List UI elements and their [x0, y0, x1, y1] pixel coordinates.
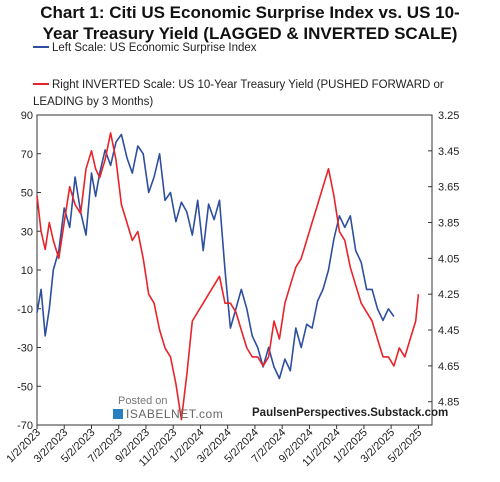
- left-tick-label: -70: [17, 420, 33, 432]
- legend-swatch-blue: [33, 45, 49, 48]
- right-tick-label: 4.05: [438, 253, 459, 265]
- right-tick-label: 4.45: [438, 325, 459, 337]
- left-tick-label: 90: [21, 110, 33, 122]
- left-tick-label: -30: [17, 343, 33, 355]
- watermark-site: ISABELNET.com: [126, 407, 223, 421]
- left-tick-label: 50: [21, 188, 33, 200]
- right-tick-label: 3.65: [438, 182, 459, 194]
- series-line-surprise-index: [36, 133, 395, 380]
- chart-title-line-1: Chart 1: Citi US Economic Surprise Index…: [40, 3, 460, 22]
- legend-item-treasury-yield: Right INVERTED Scale: US 10-Year Treasur…: [33, 77, 473, 111]
- left-tick-label: 10: [21, 265, 33, 277]
- left-tick-label: 70: [21, 149, 33, 161]
- right-tick-label: 3.85: [438, 218, 459, 230]
- right-tick-label: 4.65: [438, 361, 459, 373]
- right-tick-label: 4.85: [438, 397, 459, 409]
- legend-item-surprise-index: Left Scale: US Economic Surprise Index: [33, 42, 257, 54]
- left-tick-label: -50: [17, 381, 33, 393]
- right-tick-label: 3.25: [438, 110, 459, 122]
- plot-frame: [36, 114, 433, 426]
- right-tick-label: 4.25: [438, 289, 459, 301]
- chart-title: Chart 1: Citi US Economic Surprise Index…: [0, 2, 500, 44]
- legend-label-treasury-yield: Right INVERTED Scale: US 10-Year Treasur…: [33, 79, 444, 108]
- left-tick-label: -10: [17, 304, 33, 316]
- credit-text: PaulsenPerspectives.Substack.com: [252, 407, 448, 419]
- series-line-treasury-yield: [36, 132, 420, 421]
- right-tick-label: 3.45: [438, 146, 459, 158]
- legend-swatch-red: [33, 82, 49, 85]
- watermark-posted-on: Posted on: [118, 395, 168, 407]
- chart-title-line-2: Year Treasury Yield (LAGGED & INVERTED S…: [42, 24, 458, 43]
- left-tick-label: 30: [21, 226, 33, 238]
- watermark-logo: [113, 409, 123, 419]
- legend-label-surprise-index: Left Scale: US Economic Surprise Index: [52, 42, 257, 54]
